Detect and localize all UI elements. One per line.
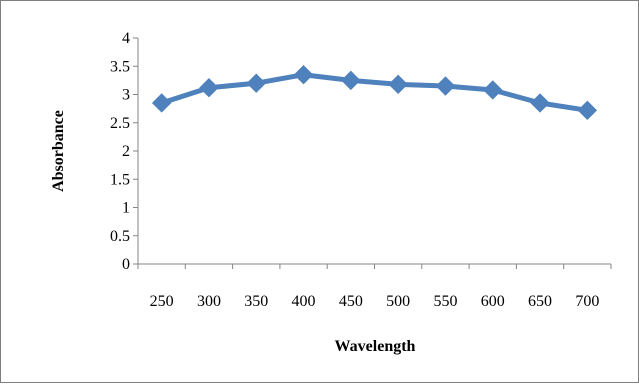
x-tick-label: 500 [386, 293, 410, 310]
x-tick-label: 300 [197, 293, 221, 310]
axes [137, 38, 611, 265]
y-tick-label: 1.5 [110, 171, 130, 188]
y-tick-label: 4 [122, 30, 130, 47]
y-tick-label: 1 [122, 200, 130, 217]
series-line [159, 72, 590, 113]
x-tick-label: 450 [339, 293, 363, 310]
data-point-marker [388, 74, 408, 95]
y-tick-label: 3 [122, 87, 130, 104]
y-tick-label: 0.5 [110, 228, 130, 245]
x-tick-label: 650 [528, 293, 552, 310]
x-tick-label: 550 [433, 293, 457, 310]
x-tick-label: 250 [150, 293, 174, 310]
data-point-marker [246, 73, 266, 93]
data-point-marker [341, 70, 361, 91]
data-point-marker [483, 80, 503, 100]
y-tick-label: 3.5 [110, 58, 130, 75]
data-point-marker [151, 93, 172, 113]
data-point-marker [530, 93, 550, 113]
x-axis-title: Wavelength [335, 338, 416, 355]
x-tick-label: 700 [575, 293, 599, 310]
y-tick-label: 0 [122, 256, 130, 273]
x-tick-label: 400 [292, 293, 316, 310]
x-tick-label: 600 [481, 293, 505, 310]
y-axis-title: Absorbance [50, 110, 67, 192]
data-point-marker [435, 76, 456, 96]
x-tick-label: 350 [244, 293, 268, 310]
data-point-marker [199, 78, 219, 98]
y-tick-label: 2 [122, 143, 130, 160]
data-point-marker [577, 100, 598, 121]
series-layer [151, 65, 598, 121]
ticks: 0 0.5 1 1.5 2 2.5 3 3.5 4 250 300 350 400 450 500 550 60… [110, 30, 612, 310]
y-tick-label: 2.5 [110, 115, 130, 132]
data-point-marker [293, 65, 314, 85]
